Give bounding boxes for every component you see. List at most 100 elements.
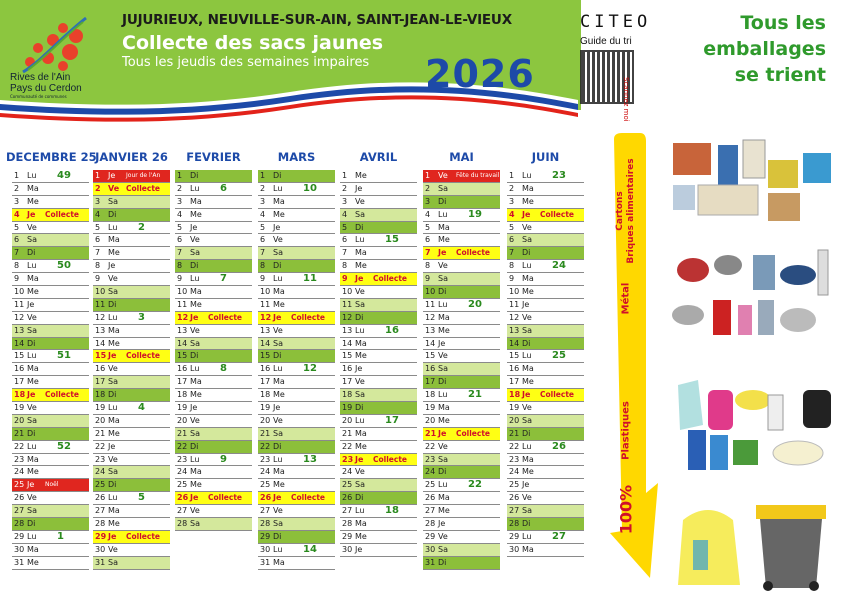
day-row: 6 Sa	[507, 234, 584, 248]
day-row: 4 Di	[93, 208, 170, 222]
month-name: JUIN	[531, 150, 560, 164]
day-number: 3	[260, 196, 266, 206]
week-number: 18	[385, 505, 399, 517]
day-row: 26 Ma	[423, 492, 500, 506]
weekday-label: Me	[108, 338, 120, 348]
week-number: 22	[468, 479, 482, 491]
day-number: 10	[342, 287, 353, 297]
weekday-label: Ve	[438, 531, 448, 541]
day-row: 8 Di	[258, 260, 335, 274]
day-row: 19 Je	[175, 402, 252, 415]
day-row: 31 Di	[423, 556, 500, 570]
day-number: 21	[425, 428, 437, 438]
page-subtitle: Tous les jeudis des semaines impaires	[122, 55, 370, 70]
weekday-label: Me	[522, 467, 534, 477]
weekday-label: Di	[273, 171, 282, 180]
day-number: 13	[260, 325, 271, 335]
day-number: 5	[14, 222, 20, 232]
collection-day-row: 15 Je Collecte	[93, 350, 170, 364]
day-row: 11 Di	[93, 298, 170, 312]
day-row: 2 Sa	[423, 182, 500, 196]
week-number: 4	[138, 402, 145, 414]
day-number: 1	[177, 171, 183, 180]
day-number: 6	[14, 235, 20, 245]
weekday-label: Ve	[438, 441, 448, 451]
day-number: 15	[342, 351, 353, 361]
day-number: 11	[260, 299, 271, 309]
week-number: 11	[303, 273, 317, 285]
day-number: 15	[260, 351, 271, 361]
week-number: 51	[57, 350, 71, 362]
day-number: 20	[425, 415, 436, 425]
weekday-label: Di	[27, 519, 36, 529]
day-row: 13 Lu 16	[340, 325, 417, 338]
weekday-label: Lu	[273, 274, 283, 284]
collecte-label: Collecte	[373, 274, 408, 284]
month-name: MARS	[277, 150, 316, 164]
day-row: 17 Ma	[175, 376, 252, 390]
day-number: 23	[95, 454, 106, 464]
weekday-label: Je	[108, 351, 117, 361]
day-number: 4	[177, 209, 183, 219]
weekday-label: Je	[27, 390, 36, 400]
day-number: 6	[95, 235, 101, 245]
day-number: 12	[342, 312, 353, 322]
day-number: 16	[14, 364, 25, 374]
day-number: 24	[177, 467, 188, 477]
weekday-label: Ve	[522, 222, 532, 232]
day-row: 23 Sa	[423, 453, 500, 467]
weekday-label: Ma	[273, 557, 285, 567]
day-row: 16 Lu 8	[175, 363, 252, 377]
day-number: 2	[14, 183, 20, 193]
weekday-label: Ma	[27, 364, 39, 374]
day-number: 14	[342, 338, 353, 348]
day-number: 31	[14, 557, 25, 567]
weekday-label: Di	[438, 557, 447, 567]
day-row: 17 Ma	[258, 376, 335, 390]
day-number: 18	[95, 390, 106, 400]
day-row: 1 Di	[258, 170, 335, 183]
day-row: 16 Lu 12	[258, 363, 335, 377]
weekday-label: Lu	[522, 441, 532, 451]
day-number: 17	[177, 377, 188, 387]
day-row: 7 Di	[12, 247, 89, 261]
weekday-label: Sa	[108, 196, 118, 206]
day-row: 24 Di	[423, 466, 500, 480]
day-row: 6 Ma	[93, 234, 170, 248]
day-row: 25 Me	[175, 479, 252, 493]
day-row: 11 Lu 20	[423, 299, 500, 312]
day-number: 16	[342, 364, 353, 374]
weekday-label: Di	[438, 377, 447, 387]
day-row: 22 Di	[175, 440, 252, 454]
weekday-label: Di	[522, 519, 531, 529]
slogan-line: se trient	[734, 64, 826, 86]
day-number: 16	[177, 364, 188, 374]
weekday-label: Lu	[190, 454, 200, 464]
day-row: 30 Ma	[12, 544, 89, 557]
day-row: 8 Me	[340, 260, 417, 274]
day-number: 7	[425, 248, 431, 258]
week-number: 14	[303, 543, 317, 555]
day-number: 6	[509, 235, 515, 245]
day-number: 11	[14, 299, 25, 309]
weekday-label: Je	[108, 171, 116, 180]
weekday-label: Ve	[355, 287, 365, 297]
day-number: 19	[177, 403, 188, 413]
day-row: 12 Lu 3	[93, 312, 170, 325]
day-row: 20 Me	[423, 415, 500, 428]
day-number: 23	[14, 454, 25, 464]
day-number: 11	[425, 299, 436, 309]
collection-day-row: 12 Je Collecte	[175, 311, 252, 325]
day-row: 20 Lu 17	[340, 415, 417, 428]
qr-code[interactable]	[580, 50, 634, 104]
weekday-label: Sa	[190, 428, 200, 438]
weekday-label: Je	[273, 493, 282, 503]
day-number: 18	[260, 390, 271, 400]
day-row: 3 Me	[507, 196, 584, 209]
day-row: 18 Di	[93, 389, 170, 403]
day-number: 12	[509, 312, 520, 322]
weekday-label: Lu	[522, 261, 532, 271]
week-number: 16	[385, 324, 399, 336]
day-row: 21 Sa	[258, 427, 335, 441]
day-row: 16 Ma	[12, 363, 89, 377]
